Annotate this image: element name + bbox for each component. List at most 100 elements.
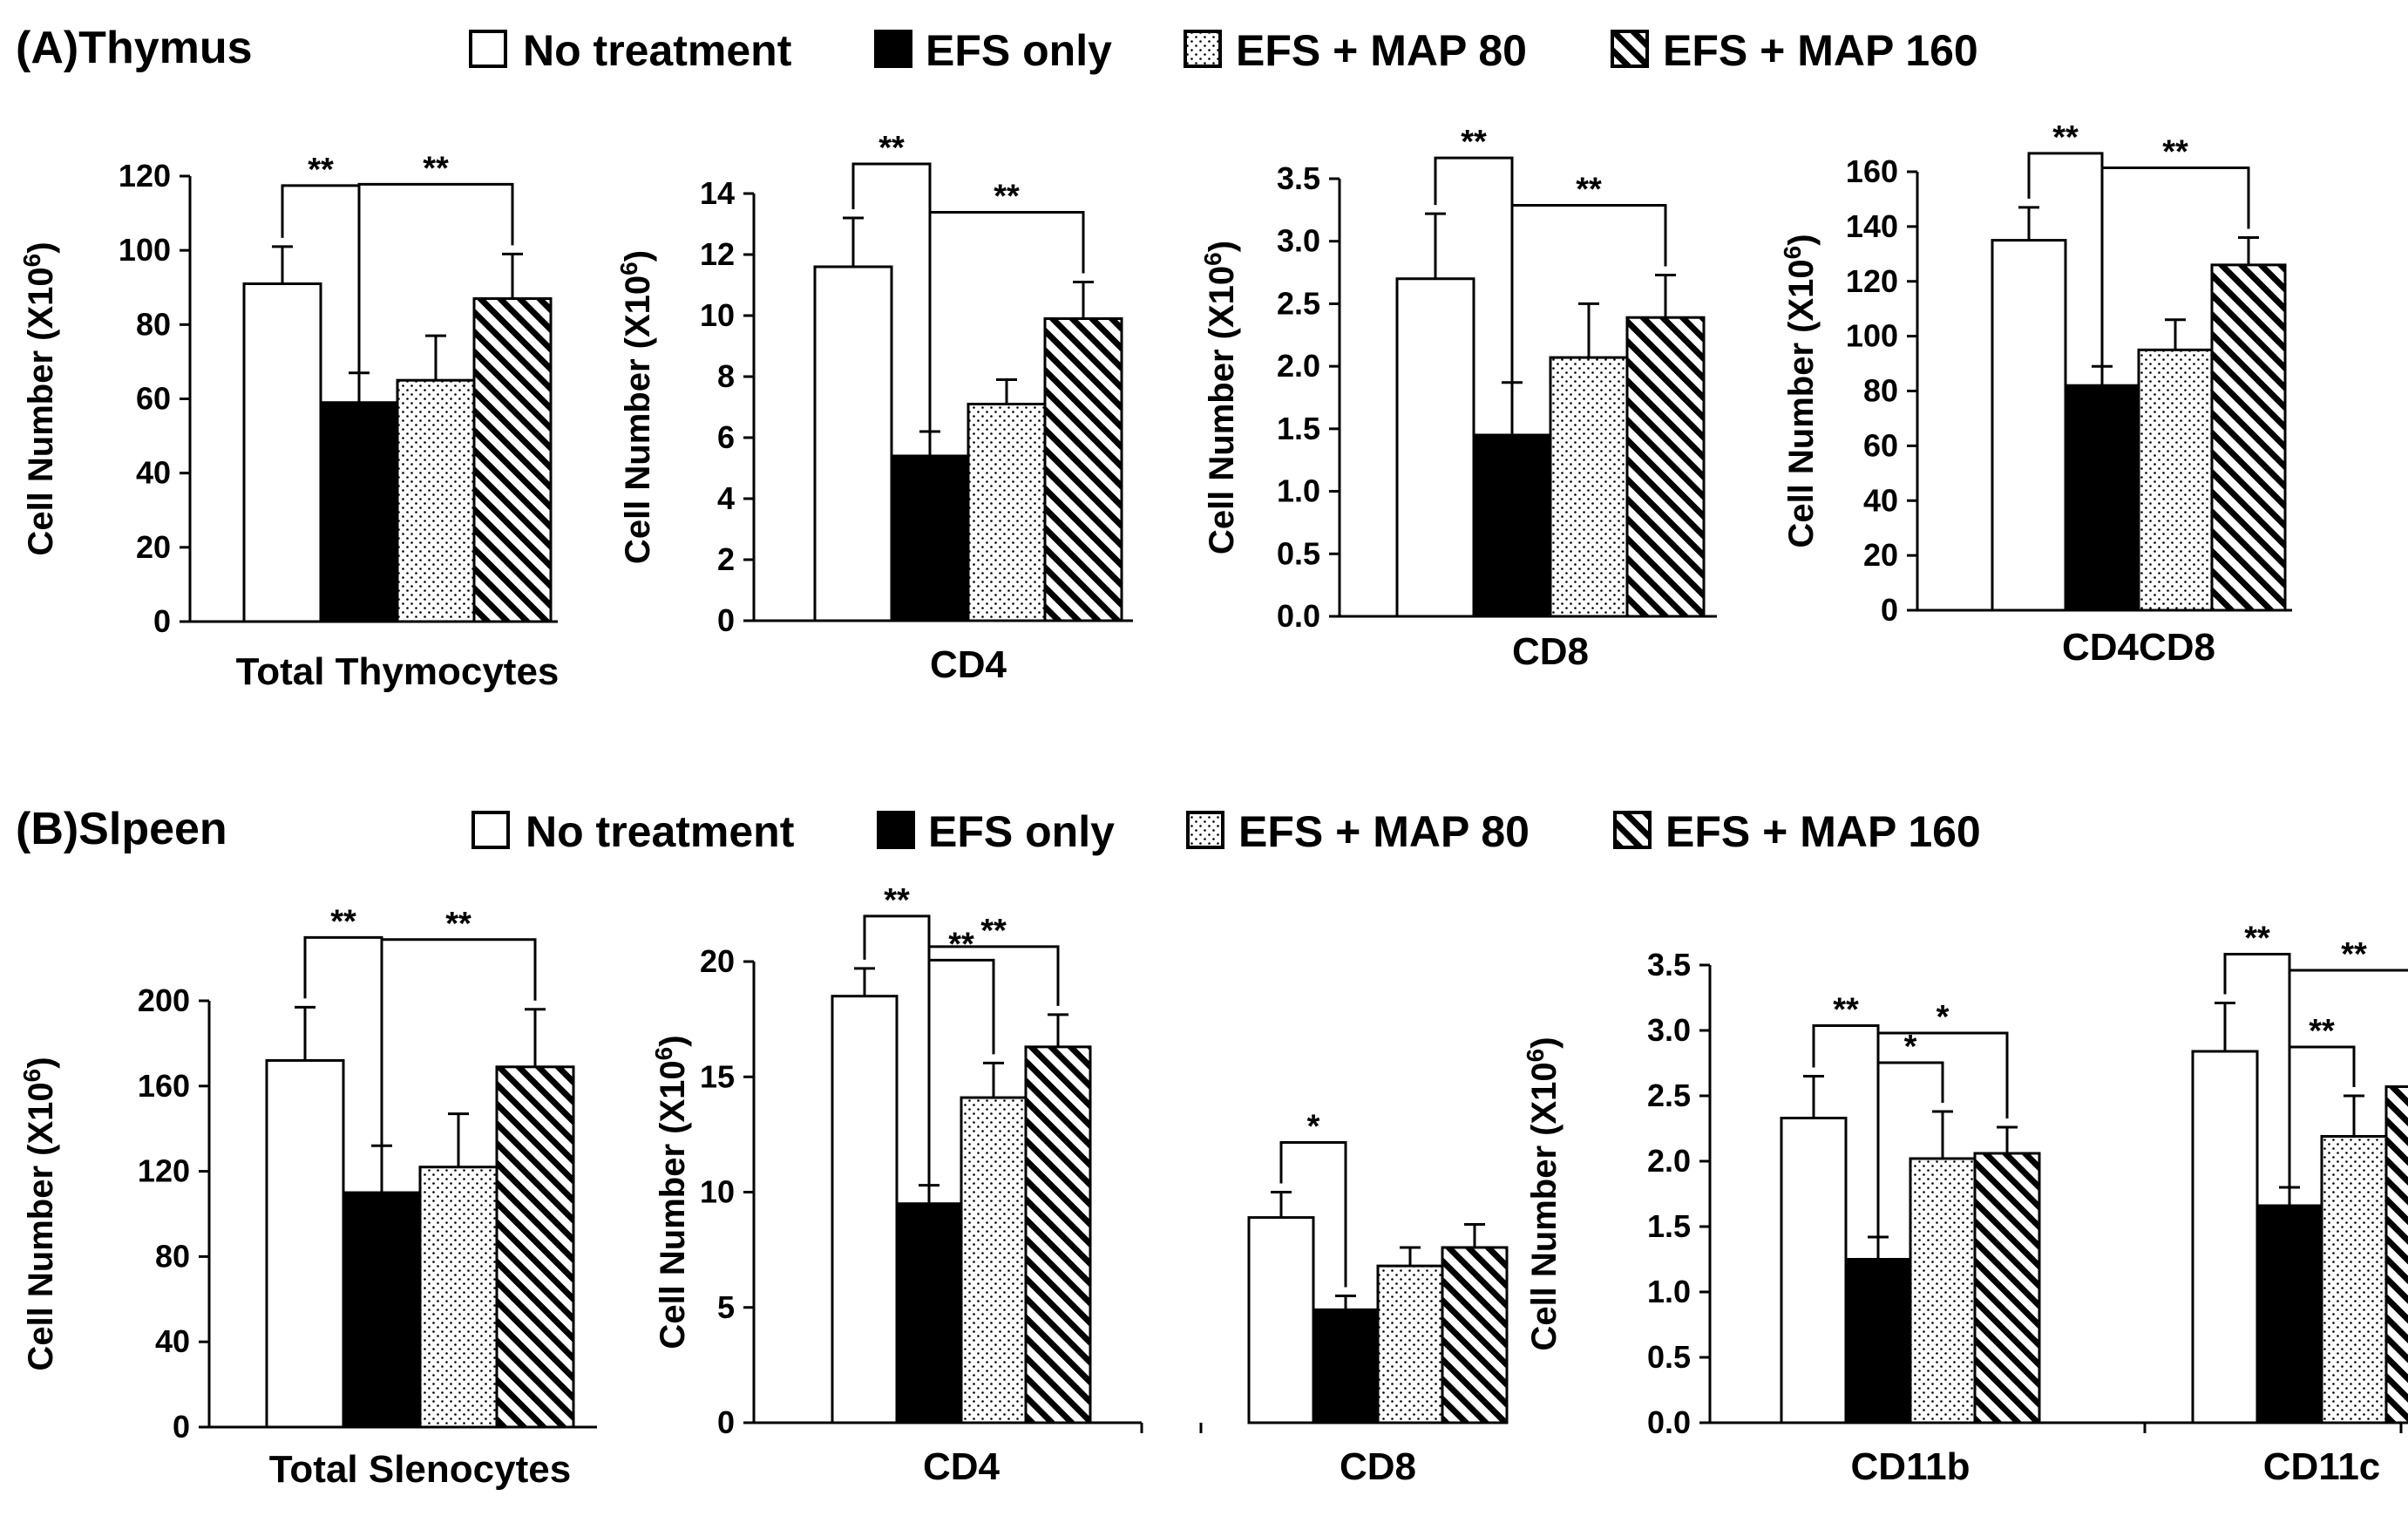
y-axis-label-superscript: 6 — [1522, 1049, 1549, 1063]
bar-efs-map-80 — [418, 1166, 499, 1429]
significance-label: ** — [2341, 936, 2367, 973]
x-category-label: CD4 — [923, 1445, 1001, 1488]
y-tick-label: 80 — [1863, 373, 1898, 409]
y-tick-label: 1.0 — [1277, 473, 1320, 509]
y-tick-label: 0 — [717, 602, 735, 638]
y-tick-label: 3.5 — [1647, 947, 1691, 982]
y-tick-label: 6 — [717, 419, 735, 455]
bar-efs-map-160 — [2210, 263, 2287, 612]
significance-label: ** — [423, 150, 449, 187]
y-tick-label: 100 — [119, 232, 171, 268]
y-tick-label: 15 — [700, 1058, 735, 1094]
significance-label: ** — [2162, 133, 2188, 170]
y-axis-label-close: ) — [619, 250, 657, 262]
chart-7: 0.0 0.5 1.0 1.5 2.0 2.5 3.0 3.5 Cell Number (X10… — [1522, 921, 2408, 1488]
bar-efs-map-160 — [1973, 1152, 2041, 1424]
y-axis-label-close: ) — [22, 241, 60, 253]
legend-label-no-treatment: No treatment — [526, 807, 795, 856]
chart-3: 0.0 0.5 1.0 1.5 2.0 2.5 3.0 3.5 Cell Number (X10… — [1199, 124, 1717, 673]
y-axis-label-text: Cell Number (X10 — [22, 1082, 60, 1370]
significance-bracket — [1510, 203, 1667, 427]
y-tick-label: 3.0 — [1277, 223, 1320, 259]
bar-efs-map-80 — [1909, 1157, 1977, 1424]
bar-no-treatment — [1991, 239, 2067, 612]
bar-no-treatment — [265, 1058, 345, 1429]
significance-label: ** — [1461, 124, 1487, 160]
y-axis-label-superscript: 6 — [1779, 246, 1806, 260]
y-axis-label: Cell Number (X106) — [1522, 1037, 1564, 1350]
x-category-label: CD11c — [2263, 1445, 2381, 1488]
significance-label: ** — [884, 882, 910, 919]
y-axis-label-superscript: 6 — [1199, 252, 1226, 266]
bar-efs-map-80 — [967, 403, 1047, 622]
bar-efs-map-160 — [1043, 317, 1123, 622]
y-tick-label: 0.0 — [1647, 1404, 1691, 1440]
x-category-label: Total Slenocytes — [269, 1448, 571, 1491]
y-tick-label: 0 — [717, 1404, 735, 1440]
y-tick-label: 8 — [717, 358, 735, 394]
significance-label: ** — [2052, 119, 2079, 156]
y-axis-label: Cell Number (X106) — [650, 1035, 692, 1349]
significance-label: ** — [878, 130, 905, 167]
bar-efs-map-160 — [2384, 1085, 2408, 1424]
significance-label: ** — [948, 926, 974, 962]
legend-label-efs-map-160: EFS + MAP 160 — [1663, 26, 1978, 75]
significance-label: ** — [980, 913, 1007, 949]
significance-bracket — [357, 182, 514, 394]
y-tick-label: 40 — [136, 455, 171, 491]
bar-no-treatment — [813, 265, 893, 622]
significance-label: ** — [1833, 992, 1859, 1029]
y-axis-label-text: Cell Number (X10 — [1525, 1062, 1564, 1350]
y-tick-label: 160 — [138, 1068, 190, 1104]
y-axis-label: Cell Number (X106) — [1199, 241, 1241, 554]
y-tick-label: 2.5 — [1277, 285, 1320, 321]
y-tick-label: 1.0 — [1647, 1274, 1691, 1309]
legend-swatch-efs-map-160 — [1611, 30, 1649, 68]
y-tick-label: 0.0 — [1277, 598, 1320, 634]
y-tick-label: 40 — [155, 1323, 190, 1359]
bar-efs-map-160 — [1024, 1045, 1092, 1424]
y-tick-label: 1.5 — [1277, 411, 1320, 446]
y-tick-label: 120 — [138, 1153, 190, 1189]
bar-efs-only — [319, 401, 399, 623]
y-tick-label: 120 — [119, 158, 171, 194]
y-tick-label: 40 — [1863, 482, 1898, 518]
significance-label: ** — [308, 152, 334, 188]
y-tick-label: 10 — [700, 1174, 735, 1210]
chart-1: 0 20 40 60 80 100 120 Cell Number (X106) Total T… — [18, 150, 559, 693]
bar-efs-only — [1472, 433, 1552, 618]
x-category-label: CD8 — [1340, 1445, 1416, 1488]
legend-swatch-no-treatment — [469, 30, 507, 68]
y-tick-label: 14 — [700, 175, 735, 211]
y-tick-label: 3.5 — [1277, 160, 1320, 196]
y-axis-label-close: ) — [1203, 241, 1241, 252]
bar-efs-only — [2255, 1204, 2323, 1424]
y-tick-label: 1.5 — [1647, 1208, 1691, 1244]
significance-bracket — [1876, 1031, 2009, 1251]
bar-efs-map-80 — [1549, 356, 1629, 618]
chart-5: 0 40 80 120 160 200 Cell Number (X106) Total Sl… — [18, 903, 597, 1491]
significance-label: ** — [2309, 1013, 2335, 1050]
x-category-label: CD4 — [930, 643, 1007, 686]
y-tick-label: 2.5 — [1647, 1078, 1691, 1113]
bar-no-treatment — [1247, 1216, 1315, 1424]
significance-label: * — [1904, 1029, 1917, 1065]
legend-swatch-efs-map-80 — [1184, 30, 1222, 68]
y-tick-label: 2.0 — [1647, 1143, 1691, 1179]
significance-bracket — [2100, 166, 2250, 377]
panel-title-spleen: (B)Slpeen — [16, 804, 227, 854]
bar-no-treatment — [2191, 1050, 2259, 1424]
y-tick-label: 0 — [173, 1409, 190, 1445]
legend-swatch-efs-map-80 — [1186, 811, 1224, 849]
y-axis-label: Cell Number (X106) — [18, 1057, 60, 1370]
legend-swatch-efs-only — [877, 811, 915, 849]
y-tick-label: 0 — [1881, 592, 1898, 628]
significance-bracket — [380, 938, 537, 1185]
y-tick-label: 120 — [1846, 263, 1898, 299]
y-tick-label: 3.0 — [1647, 1012, 1691, 1048]
bar-efs-map-80 — [396, 378, 476, 623]
significance-label: * — [1307, 1109, 1320, 1145]
bar-efs-only — [895, 1202, 963, 1424]
y-tick-label: 10 — [700, 297, 735, 333]
